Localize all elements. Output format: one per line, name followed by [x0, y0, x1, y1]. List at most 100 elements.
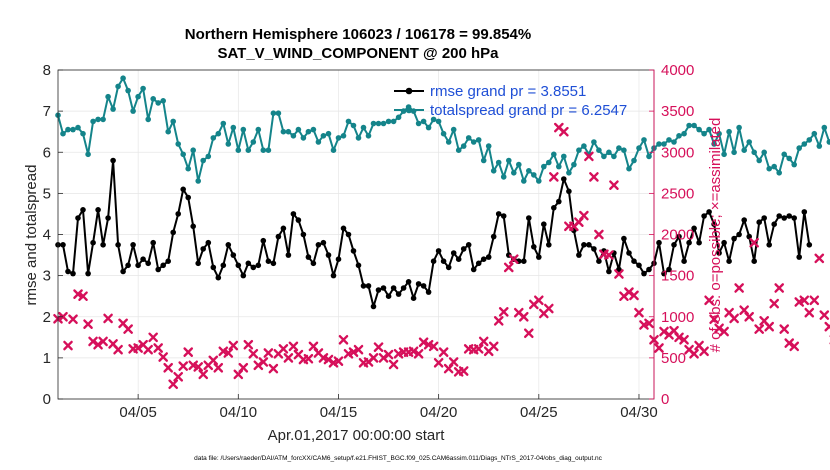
totalspread-series-point	[110, 106, 116, 112]
obs-assimilated-marker	[809, 295, 820, 306]
obs-assimilated-marker	[198, 369, 209, 380]
totalspread-series-point	[390, 118, 397, 125]
rmse-series-point	[335, 256, 342, 263]
totalspread-series-point	[581, 143, 587, 149]
rmse-series-point	[726, 258, 732, 265]
totalspread-series-point	[355, 135, 362, 141]
obs-assimilated-marker	[158, 352, 168, 362]
totalspread-series-point	[320, 133, 327, 139]
y-axis-ticks: 0 1 2 3 4 5 6 7 8	[43, 62, 63, 408]
totalspread-series-point	[781, 151, 787, 158]
grid-lines	[58, 69, 654, 400]
rmse-series-point	[130, 242, 136, 248]
totalspread-series-point	[205, 153, 212, 160]
rmse-series-point	[450, 250, 457, 256]
rmse-series-point	[455, 256, 462, 263]
rmse-series-point	[305, 254, 312, 260]
obs-assimilated-marker	[258, 357, 269, 367]
obs-assimilated-marker	[654, 343, 664, 353]
totalspread-series-point	[420, 118, 427, 125]
totalspread-series-point	[210, 135, 217, 141]
obs-assimilated-marker	[508, 254, 519, 264]
totalspread-series-point	[676, 133, 682, 139]
rmse-series-point	[751, 258, 757, 265]
totalspread-series-point	[571, 161, 577, 168]
rmse-series-point	[220, 262, 227, 269]
x-axis-label: Apr.01,2017 00:00:00 start	[268, 427, 446, 444]
totalspread-series-point	[75, 124, 81, 131]
obs-assimilated-marker	[584, 151, 594, 162]
y-tick-label: 7	[43, 103, 51, 120]
obs-assimilated-marker	[518, 311, 529, 322]
rmse-series-point	[345, 231, 352, 238]
totalspread-series-point	[245, 147, 252, 153]
totalspread-series-point	[275, 110, 282, 116]
totalspread-series-point	[360, 124, 367, 131]
totalspread-series-point	[155, 100, 161, 106]
totalspread-series-point	[100, 116, 106, 123]
totalspread-series-point	[195, 178, 201, 184]
obs-assimilated-marker	[614, 269, 624, 279]
obs-assimilated-marker	[288, 341, 299, 352]
legend-spread-label: totalspread grand pr = 6.2547	[430, 102, 627, 119]
rmse-series-point	[240, 272, 247, 279]
totalspread-series-point	[480, 157, 487, 164]
rmse-series-point	[210, 264, 217, 271]
obs-assimilated-marker	[223, 348, 234, 358]
totalspread-series-point	[165, 128, 171, 135]
obs-assimilated-marker	[78, 291, 88, 301]
obs-assimilated-marker	[63, 340, 73, 351]
y-tick-label: 6	[43, 144, 51, 161]
obs-assimilated-marker	[123, 324, 133, 334]
obs-assimilated-marker	[478, 336, 489, 347]
rmse-series-point	[791, 215, 797, 221]
rmse-series-point	[195, 260, 201, 267]
totalspread-series-point	[465, 135, 472, 141]
totalspread-series-point	[751, 149, 757, 156]
obs-assimilated-marker	[353, 344, 364, 355]
y-tick-label: 4	[43, 227, 51, 244]
rmse-series-point	[190, 223, 196, 230]
totalspread-series-point	[716, 130, 722, 137]
obs-assimilated-marker	[734, 283, 744, 293]
rmse-series-point	[796, 254, 802, 260]
totalspread-series-point	[531, 172, 537, 178]
chart-title-line2: SAT_V_WIND_COMPONENT @ 200 hPa	[217, 45, 499, 62]
totalspread-series-point	[516, 161, 522, 168]
obs-assimilated-marker	[383, 349, 394, 360]
rmse-series-point	[806, 242, 813, 248]
totalspread-series-point	[125, 87, 131, 94]
totalspread-series-point	[170, 118, 176, 125]
totalspread-series-point	[455, 147, 462, 153]
rmse-series-point	[591, 246, 597, 252]
rmse-series-point	[546, 242, 552, 248]
y-tick-label: 3	[43, 268, 51, 285]
obs-assimilated-marker	[133, 343, 143, 353]
totalspread-series-point	[130, 108, 136, 114]
obs-assimilated-marker	[544, 303, 554, 314]
obs-assimilated-marker	[448, 357, 459, 367]
obs-assimilated-marker	[378, 353, 389, 363]
rmse-series-point	[475, 260, 482, 267]
totalspread-series-point	[350, 122, 357, 129]
rmse-series-point	[315, 242, 322, 248]
totalspread-series-point	[641, 137, 647, 143]
rmse-series-point	[676, 233, 682, 240]
rmse-series-point	[260, 237, 267, 244]
rmse-series-point	[285, 252, 292, 258]
rmse-series-point	[686, 239, 692, 246]
totalspread-series-point	[425, 124, 432, 131]
rmse-series-point	[155, 266, 161, 273]
obs-assimilated-marker	[579, 210, 589, 221]
totalspread-series-point	[706, 126, 712, 133]
totalspread-series-point	[686, 122, 692, 129]
totalspread-series-point	[691, 122, 697, 129]
y-right-tick-label: 500	[661, 350, 686, 367]
totalspread-series-point	[340, 133, 347, 139]
rmse-series-point	[405, 279, 412, 285]
obs-assimilated-marker	[58, 311, 68, 322]
x-tick-label: 04/30	[620, 404, 658, 421]
totalspread-series-point	[816, 143, 823, 149]
rmse-series-point	[495, 211, 502, 217]
totalspread-series-point	[230, 124, 237, 131]
